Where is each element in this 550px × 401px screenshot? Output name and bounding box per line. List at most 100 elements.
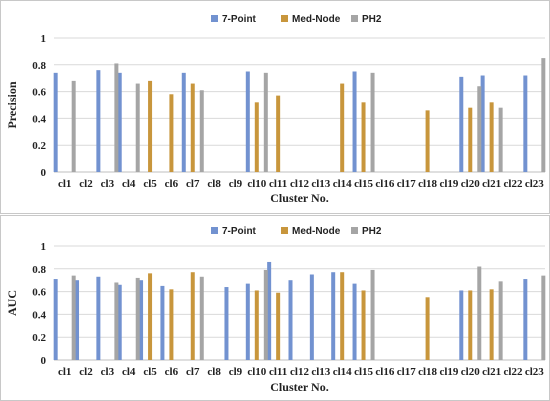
x-tick-label: cl21 — [482, 366, 501, 378]
y-tick-label: 0.4 — [32, 309, 46, 321]
bar-med-node-cl6 — [169, 94, 174, 172]
legend-swatch-med-node — [281, 15, 288, 22]
bar-ph2-cl15 — [370, 269, 375, 360]
x-tick-label: cl17 — [397, 178, 416, 190]
x-tick-label: cl1 — [58, 366, 71, 378]
x-tick-label: cl23 — [525, 178, 544, 190]
y-tick-label: 0 — [41, 167, 47, 179]
legend-swatch-7-point — [211, 227, 218, 234]
x-tick-label: cl18 — [418, 366, 437, 378]
x-tick-label: cl7 — [186, 178, 200, 190]
x-tick-label: cl2 — [79, 178, 93, 190]
x-tick-label: cl1 — [58, 178, 71, 190]
panel-frame-precision — [0, 0, 550, 214]
precision-chart: 0 0.2 0.4 0.6 0.8 1 cl1 cl2 cl3 cl4 cl5 cl6 cl7 cl8 cl… — [5, 14, 546, 205]
legend: 7-Point Med-Node PH2 — [211, 14, 382, 25]
x-tick-label: cl14 — [333, 366, 352, 378]
auc-chart: 0 0.2 0.4 0.6 0.8 1 cl1 cl2 cl3 cl4 cl5 cl6 cl7 cl8 cl… — [5, 226, 546, 394]
bar-7-point-cl15 — [352, 71, 357, 172]
y-tick-label: 0 — [41, 355, 47, 367]
bar-ph2-cl3 — [114, 282, 119, 360]
bar-ph2-cl21 — [498, 281, 503, 360]
x-tick-label: cl22 — [504, 366, 523, 378]
bar-7-point-cl20 — [459, 76, 464, 172]
bar-7-point-cl1 — [53, 72, 58, 172]
bar-7-point-cl2 — [75, 280, 80, 360]
bar-7-point-cl14 — [331, 272, 336, 360]
x-tick-label: cl12 — [290, 178, 309, 190]
y-axis-title: Precision — [5, 81, 19, 128]
bar-ph2-cl7 — [199, 276, 204, 360]
bar-ph2-cl3 — [114, 63, 119, 172]
x-tick-label: cl7 — [186, 366, 200, 378]
x-tick-label: cl8 — [207, 366, 221, 378]
y-axis-title: AUC — [5, 290, 19, 316]
bar-ph2-cl4 — [135, 83, 140, 172]
x-tick-label: cl19 — [439, 366, 458, 378]
y-tick-label: 0.2 — [32, 140, 46, 152]
bar-7-point-cl9 — [224, 287, 229, 360]
x-tick-label: cl9 — [229, 178, 243, 190]
legend-label-ph2: PH2 — [362, 14, 382, 25]
x-tick-label: cl10 — [247, 366, 266, 378]
bar-7-point-cl20 — [459, 290, 464, 360]
bar-med-node-cl21 — [489, 289, 494, 360]
y-tick-label: 0.6 — [32, 287, 46, 299]
x-tick-label: cl13 — [311, 366, 330, 378]
x-tick-label: cl14 — [333, 178, 352, 190]
bar-med-node-cl7 — [190, 272, 195, 360]
bar-med-node-cl7 — [190, 83, 195, 172]
bar-med-node-cl14 — [340, 83, 345, 172]
bar-ph2-cl21 — [498, 107, 503, 172]
bar-ph2-cl7 — [199, 90, 204, 172]
bar-7-point-cl21 — [480, 75, 485, 172]
x-tick-label: cl12 — [290, 366, 309, 378]
bar-7-point-cl4 — [117, 284, 122, 360]
bar-ph2-cl23 — [541, 275, 546, 360]
bar-med-node-cl5 — [148, 273, 153, 360]
bar-7-point-cl23 — [523, 75, 528, 172]
y-tick-label: 0.8 — [32, 60, 46, 72]
legend-label-med-node: Med-Node — [292, 14, 341, 25]
bar-ph2-cl20 — [477, 266, 482, 360]
x-tick-label: cl4 — [122, 178, 136, 190]
x-tick-label: cl13 — [311, 178, 330, 190]
bar-med-node-cl20 — [468, 107, 473, 172]
bar-ph2-cl10 — [263, 269, 268, 360]
bar-7-point-cl10 — [245, 71, 250, 172]
bar-med-node-cl5 — [148, 80, 153, 172]
legend-swatch-7-point — [211, 15, 218, 22]
legend: 7-Point Med-Node PH2 — [211, 226, 382, 237]
x-tick-label: cl5 — [143, 178, 157, 190]
x-tick-label: cl15 — [354, 178, 373, 190]
legend-label-ph2: PH2 — [362, 226, 382, 237]
bar-7-point-cl3 — [96, 70, 101, 172]
x-tick-label: cl20 — [461, 178, 480, 190]
bar-7-point-cl1 — [53, 279, 58, 360]
x-tick-label: cl11 — [269, 366, 287, 378]
legend-label-med-node: Med-Node — [292, 226, 341, 237]
x-tick-label: cl10 — [247, 178, 266, 190]
x-tick-label: cl16 — [375, 178, 394, 190]
bar-ph2-cl20 — [477, 86, 482, 172]
x-tick-label: cl6 — [165, 178, 179, 190]
x-tick-label: cl23 — [525, 366, 544, 378]
x-tick-label: cl2 — [79, 366, 93, 378]
bar-7-point-cl5 — [139, 280, 144, 360]
x-tick-label: cl18 — [418, 178, 437, 190]
bar-med-node-cl14 — [340, 272, 345, 360]
bar-7-point-cl4 — [117, 72, 122, 172]
bar-med-node-cl18 — [425, 297, 430, 360]
x-tick-label: cl20 — [461, 366, 480, 378]
bar-med-node-cl10 — [254, 102, 259, 172]
x-tick-label: cl21 — [482, 178, 501, 190]
bar-7-point-cl15 — [352, 283, 357, 360]
y-tick-label: 0.8 — [32, 264, 46, 276]
x-axis-title: Cluster No. — [270, 380, 328, 394]
x-tick-label: cl19 — [439, 178, 458, 190]
bar-ph2-cl1 — [71, 275, 76, 360]
bar-ph2-cl10 — [263, 72, 268, 172]
bar-ph2-cl23 — [541, 58, 546, 172]
bar-7-point-cl10 — [245, 283, 250, 360]
